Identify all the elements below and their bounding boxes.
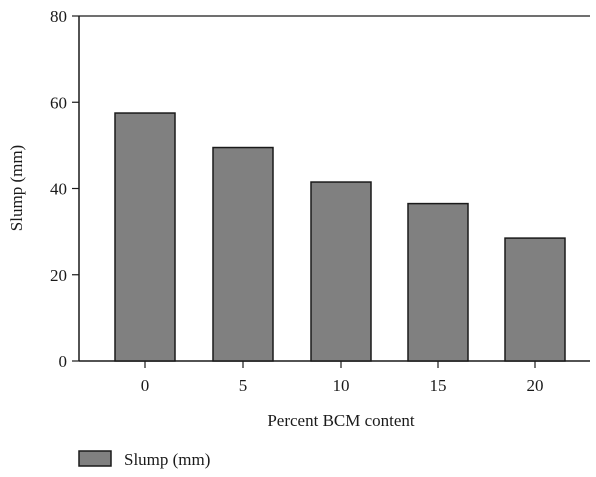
- x-tick-label-20: 20: [527, 376, 544, 395]
- bar-15: [407, 202, 469, 362]
- y-tick-label-20: 20: [50, 266, 67, 285]
- legend: Slump (mm): [78, 450, 210, 469]
- x-axis-label: Percent BCM content: [267, 411, 415, 430]
- legend-label-slump: Slump (mm): [124, 450, 210, 469]
- y-tick-label-40: 40: [50, 180, 67, 199]
- x-tick-label-0: 0: [141, 376, 150, 395]
- x-tick-label-15: 15: [430, 376, 447, 395]
- x-tick-label-5: 5: [239, 376, 248, 395]
- y-tick-label-0: 0: [59, 352, 68, 371]
- tick-labels: 0 20 40 60 80 0 5 10 15 20: [50, 7, 544, 395]
- legend-swatch-slump: [78, 450, 112, 467]
- y-axis-label: Slump (mm): [7, 145, 26, 231]
- bars: [114, 112, 566, 362]
- bar-10: [310, 181, 372, 362]
- bar-20: [504, 237, 566, 362]
- bar-0: [114, 112, 176, 362]
- y-tick-label-80: 80: [50, 7, 67, 26]
- x-tick-label-10: 10: [333, 376, 350, 395]
- y-tick-label-60: 60: [50, 93, 67, 112]
- bar-5: [212, 146, 274, 362]
